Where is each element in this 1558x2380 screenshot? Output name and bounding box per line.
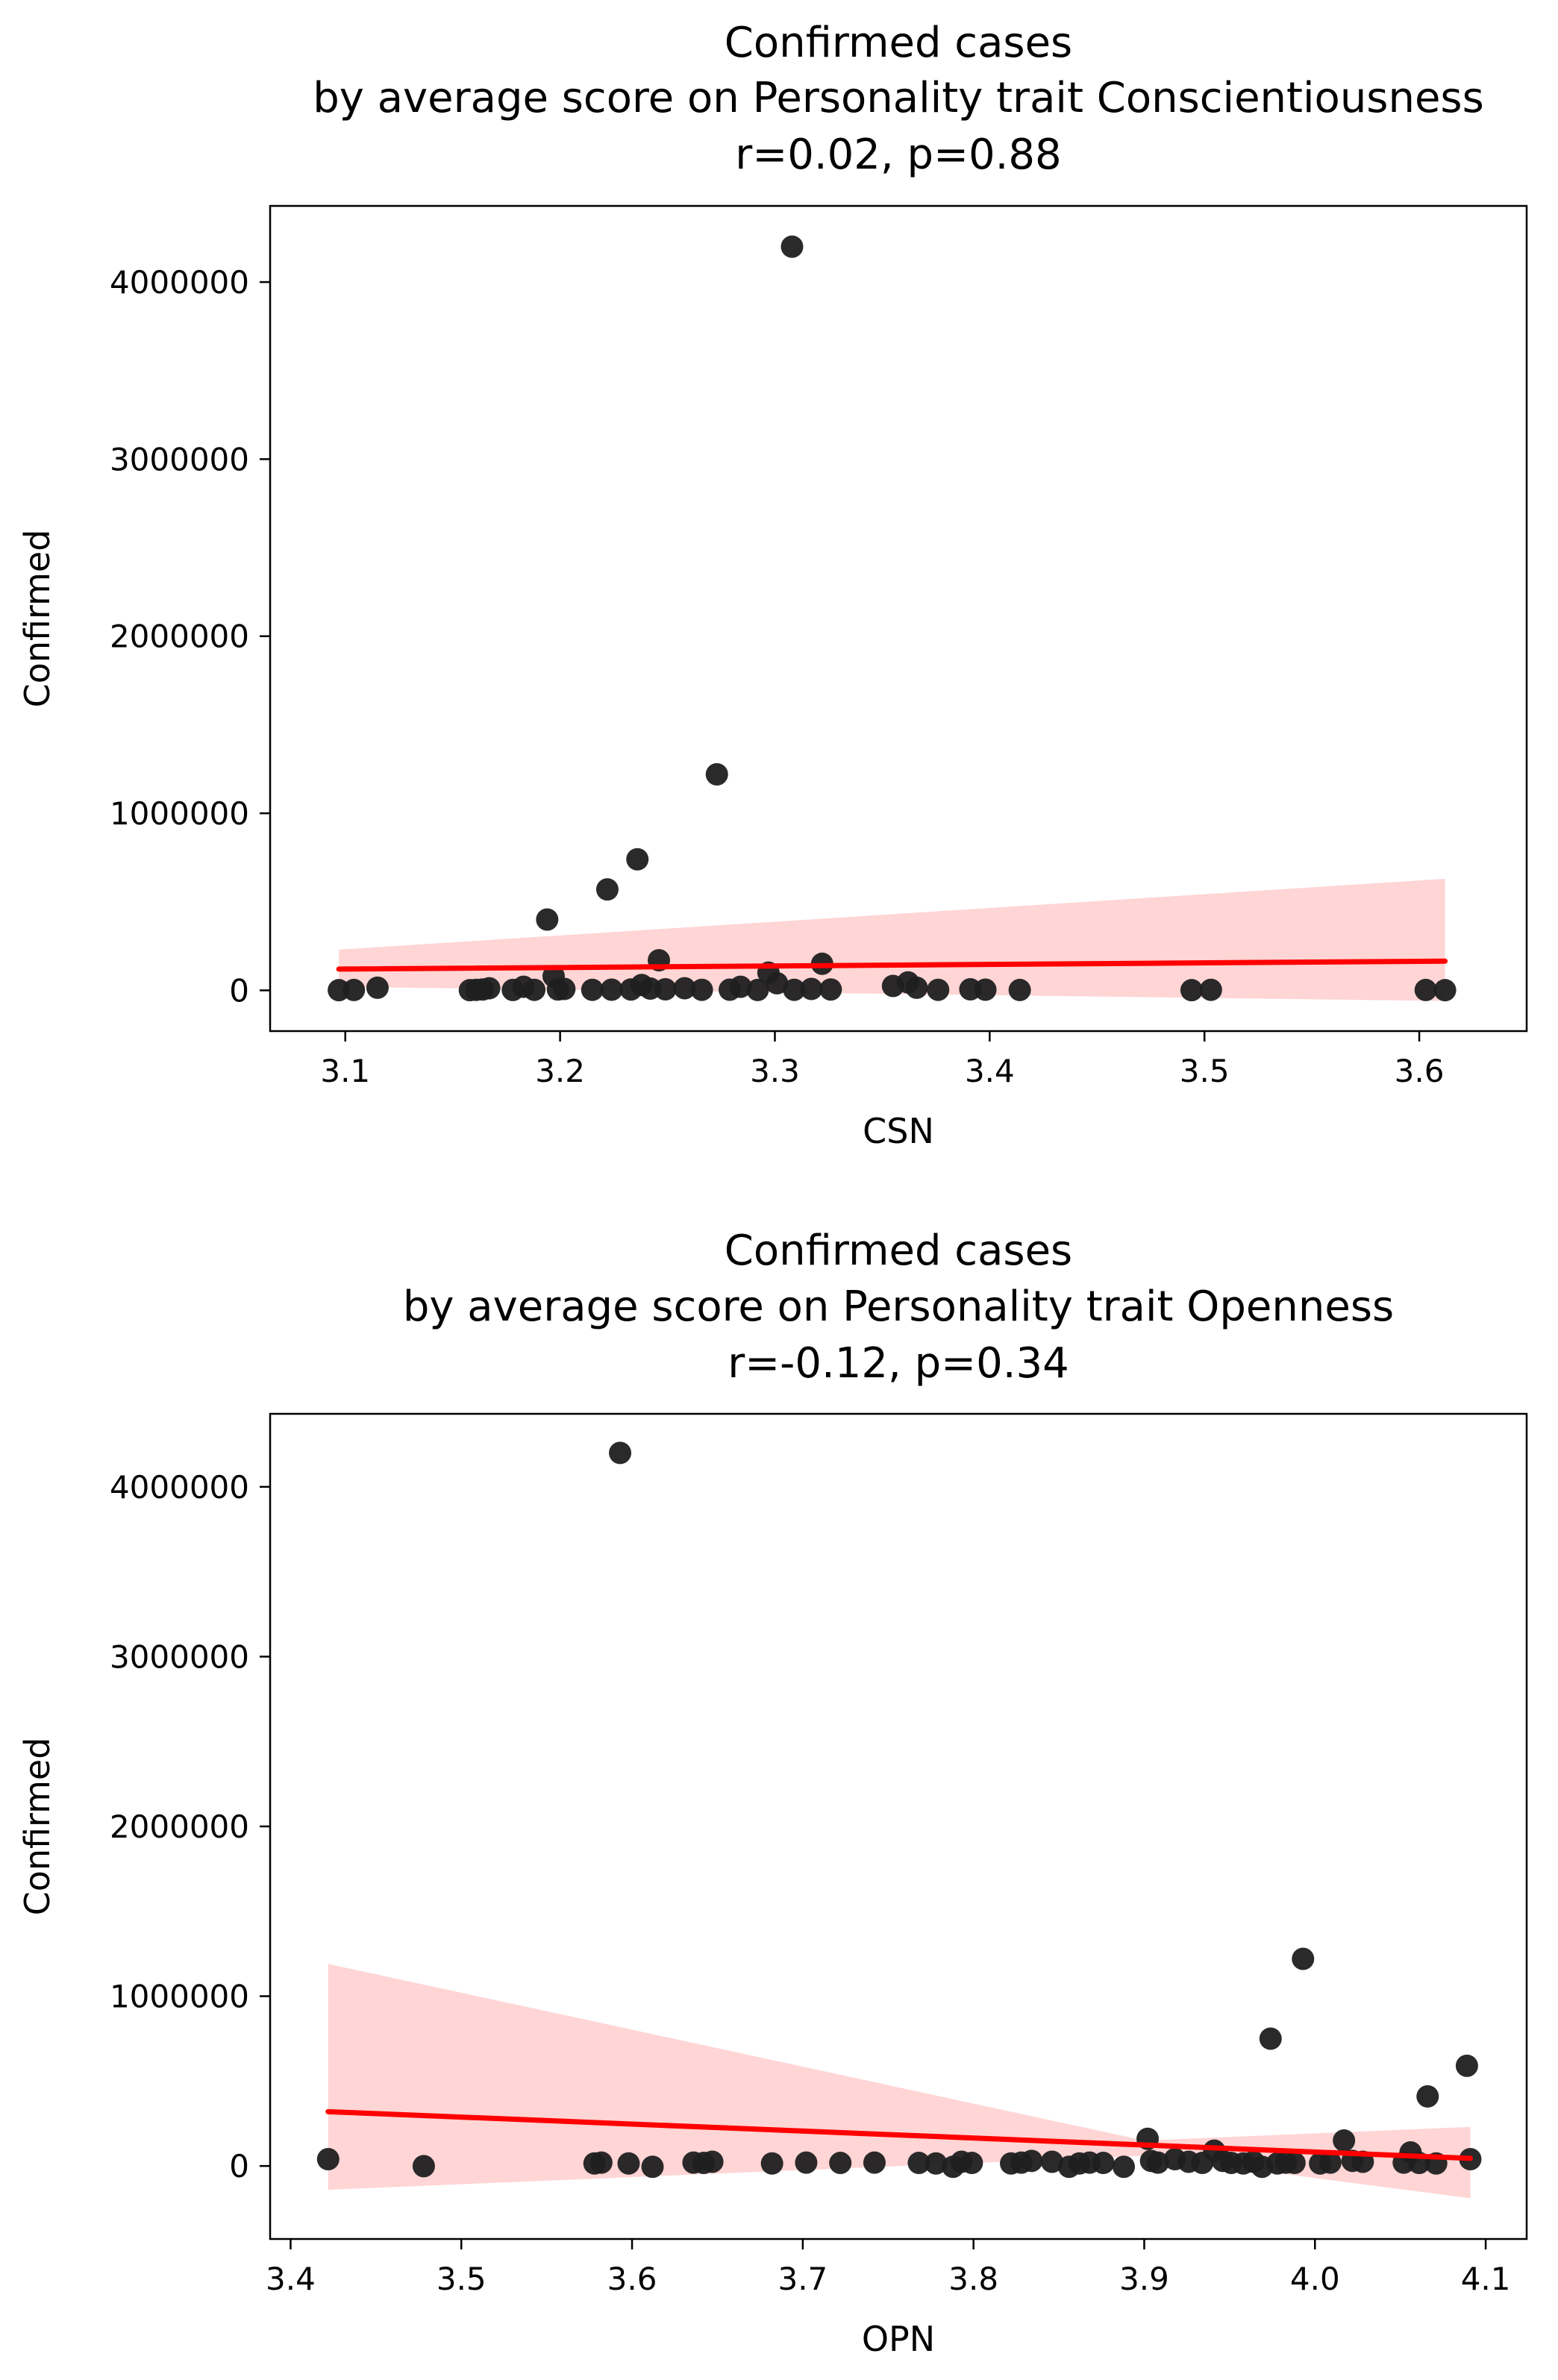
data-point: [617, 2152, 640, 2175]
data-point: [553, 977, 576, 1000]
data-point: [1092, 2152, 1115, 2175]
y-tick-label: 4000000: [110, 1469, 249, 1506]
x-tick-label: 3.3: [750, 1053, 800, 1089]
chart-title-line: by average score on Personality trait Co…: [313, 74, 1484, 122]
x-tick-label: 3.1: [320, 1053, 370, 1089]
confidence-band: [328, 1964, 1471, 2199]
data-point: [641, 2155, 664, 2179]
data-point: [1259, 2027, 1282, 2050]
x-tick-label: 3.5: [437, 2261, 487, 2297]
y-tick-label: 1000000: [110, 795, 249, 832]
y-axis-label: Confirmed: [17, 530, 57, 708]
data-point: [1333, 2129, 1356, 2152]
data-point: [829, 2152, 852, 2175]
data-point: [600, 978, 623, 1001]
y-tick-label: 2000000: [110, 619, 249, 655]
data-point: [819, 978, 842, 1001]
data-point: [1008, 978, 1031, 1001]
data-point: [907, 2152, 930, 2175]
y-tick-label: 3000000: [110, 441, 249, 477]
x-tick-label: 3.2: [535, 1053, 585, 1089]
data-point: [1113, 2155, 1136, 2179]
data-point: [746, 978, 769, 1001]
data-point: [1146, 2151, 1169, 2174]
data-point: [1283, 2152, 1306, 2175]
chart-title-line: Confirmed cases: [725, 19, 1072, 67]
regression-line: [325, 2108, 1473, 2161]
data-point: [1318, 2151, 1342, 2174]
data-point: [589, 2151, 613, 2174]
confidence-band: [339, 878, 1445, 1001]
data-point: [1455, 2054, 1478, 2077]
data-point: [760, 2152, 783, 2175]
data-point: [654, 977, 677, 1000]
data-point: [705, 762, 728, 786]
x-tick-label: 3.6: [1395, 1053, 1445, 1089]
data-point: [960, 2152, 983, 2175]
data-point: [729, 975, 752, 998]
x-tick-label: 3.6: [607, 2261, 657, 2297]
x-axis-label: OPN: [862, 2319, 935, 2359]
data-point: [766, 971, 789, 995]
data-point: [800, 977, 823, 1000]
chart-panel-1: Confirmed cases by average score on Perso…: [17, 19, 1528, 1151]
data-point: [701, 2150, 724, 2173]
x-tick-label: 3.5: [1180, 1053, 1230, 1089]
data-point: [412, 2155, 435, 2178]
x-tick-label: 4.0: [1290, 2261, 1340, 2297]
y-axis-label: Confirmed: [17, 1738, 57, 1916]
data-point: [1020, 2149, 1043, 2173]
x-tick-label: 3.4: [266, 2261, 316, 2297]
chart-title-line: r=0.02, p=0.88: [735, 131, 1061, 179]
data-point: [1416, 2085, 1439, 2108]
data-point: [780, 235, 804, 258]
chart-title-line: by average score on Personality trait Op…: [403, 1283, 1394, 1331]
data-point: [316, 2148, 340, 2171]
data-point: [927, 978, 950, 1001]
data-point: [974, 978, 997, 1001]
y-tick-label: 1000000: [110, 1979, 249, 2015]
x-tick-label: 3.8: [948, 2261, 998, 2297]
chart-title-line: r=-0.12, p=0.34: [728, 1339, 1069, 1388]
data-point: [1292, 1947, 1315, 1970]
data-point: [795, 2151, 818, 2174]
data-point: [673, 977, 696, 1000]
data-point: [925, 2152, 948, 2175]
y-tick-label: 2000000: [110, 1809, 249, 1845]
x-tick-label: 3.7: [778, 2261, 828, 2297]
y-tick-label: 0: [229, 972, 249, 1009]
data-point: [478, 977, 501, 1000]
x-axis-label: CSN: [863, 1111, 934, 1151]
data-point: [1040, 2150, 1063, 2173]
y-tick-label: 0: [229, 2148, 249, 2185]
regression-line: [336, 958, 1448, 972]
data-point: [905, 976, 928, 999]
data-point: [1199, 978, 1222, 1001]
data-point: [536, 908, 559, 931]
chart-title-line: Confirmed cases: [725, 1227, 1072, 1275]
y-tick-label: 4000000: [110, 264, 249, 301]
data-point: [366, 976, 389, 999]
data-point: [1433, 979, 1457, 1002]
data-point: [523, 978, 546, 1001]
x-tick-label: 3.9: [1119, 2261, 1169, 2297]
data-point: [1414, 978, 1437, 1001]
data-point: [609, 1441, 632, 1465]
data-point: [342, 978, 366, 1001]
data-point: [595, 878, 619, 901]
chart-panel-2: Confirmed cases by average score on Perso…: [17, 1227, 1528, 2359]
x-tick-label: 4.1: [1461, 2261, 1511, 2297]
data-point: [783, 978, 806, 1001]
data-point: [626, 848, 649, 871]
data-point: [581, 978, 604, 1001]
data-point: [690, 978, 713, 1001]
data-point: [1180, 979, 1203, 1002]
y-tick-label: 3000000: [110, 1638, 249, 1675]
plot-frame: [269, 204, 1528, 1033]
data-point: [863, 2151, 886, 2174]
x-tick-label: 3.4: [965, 1053, 1015, 1089]
